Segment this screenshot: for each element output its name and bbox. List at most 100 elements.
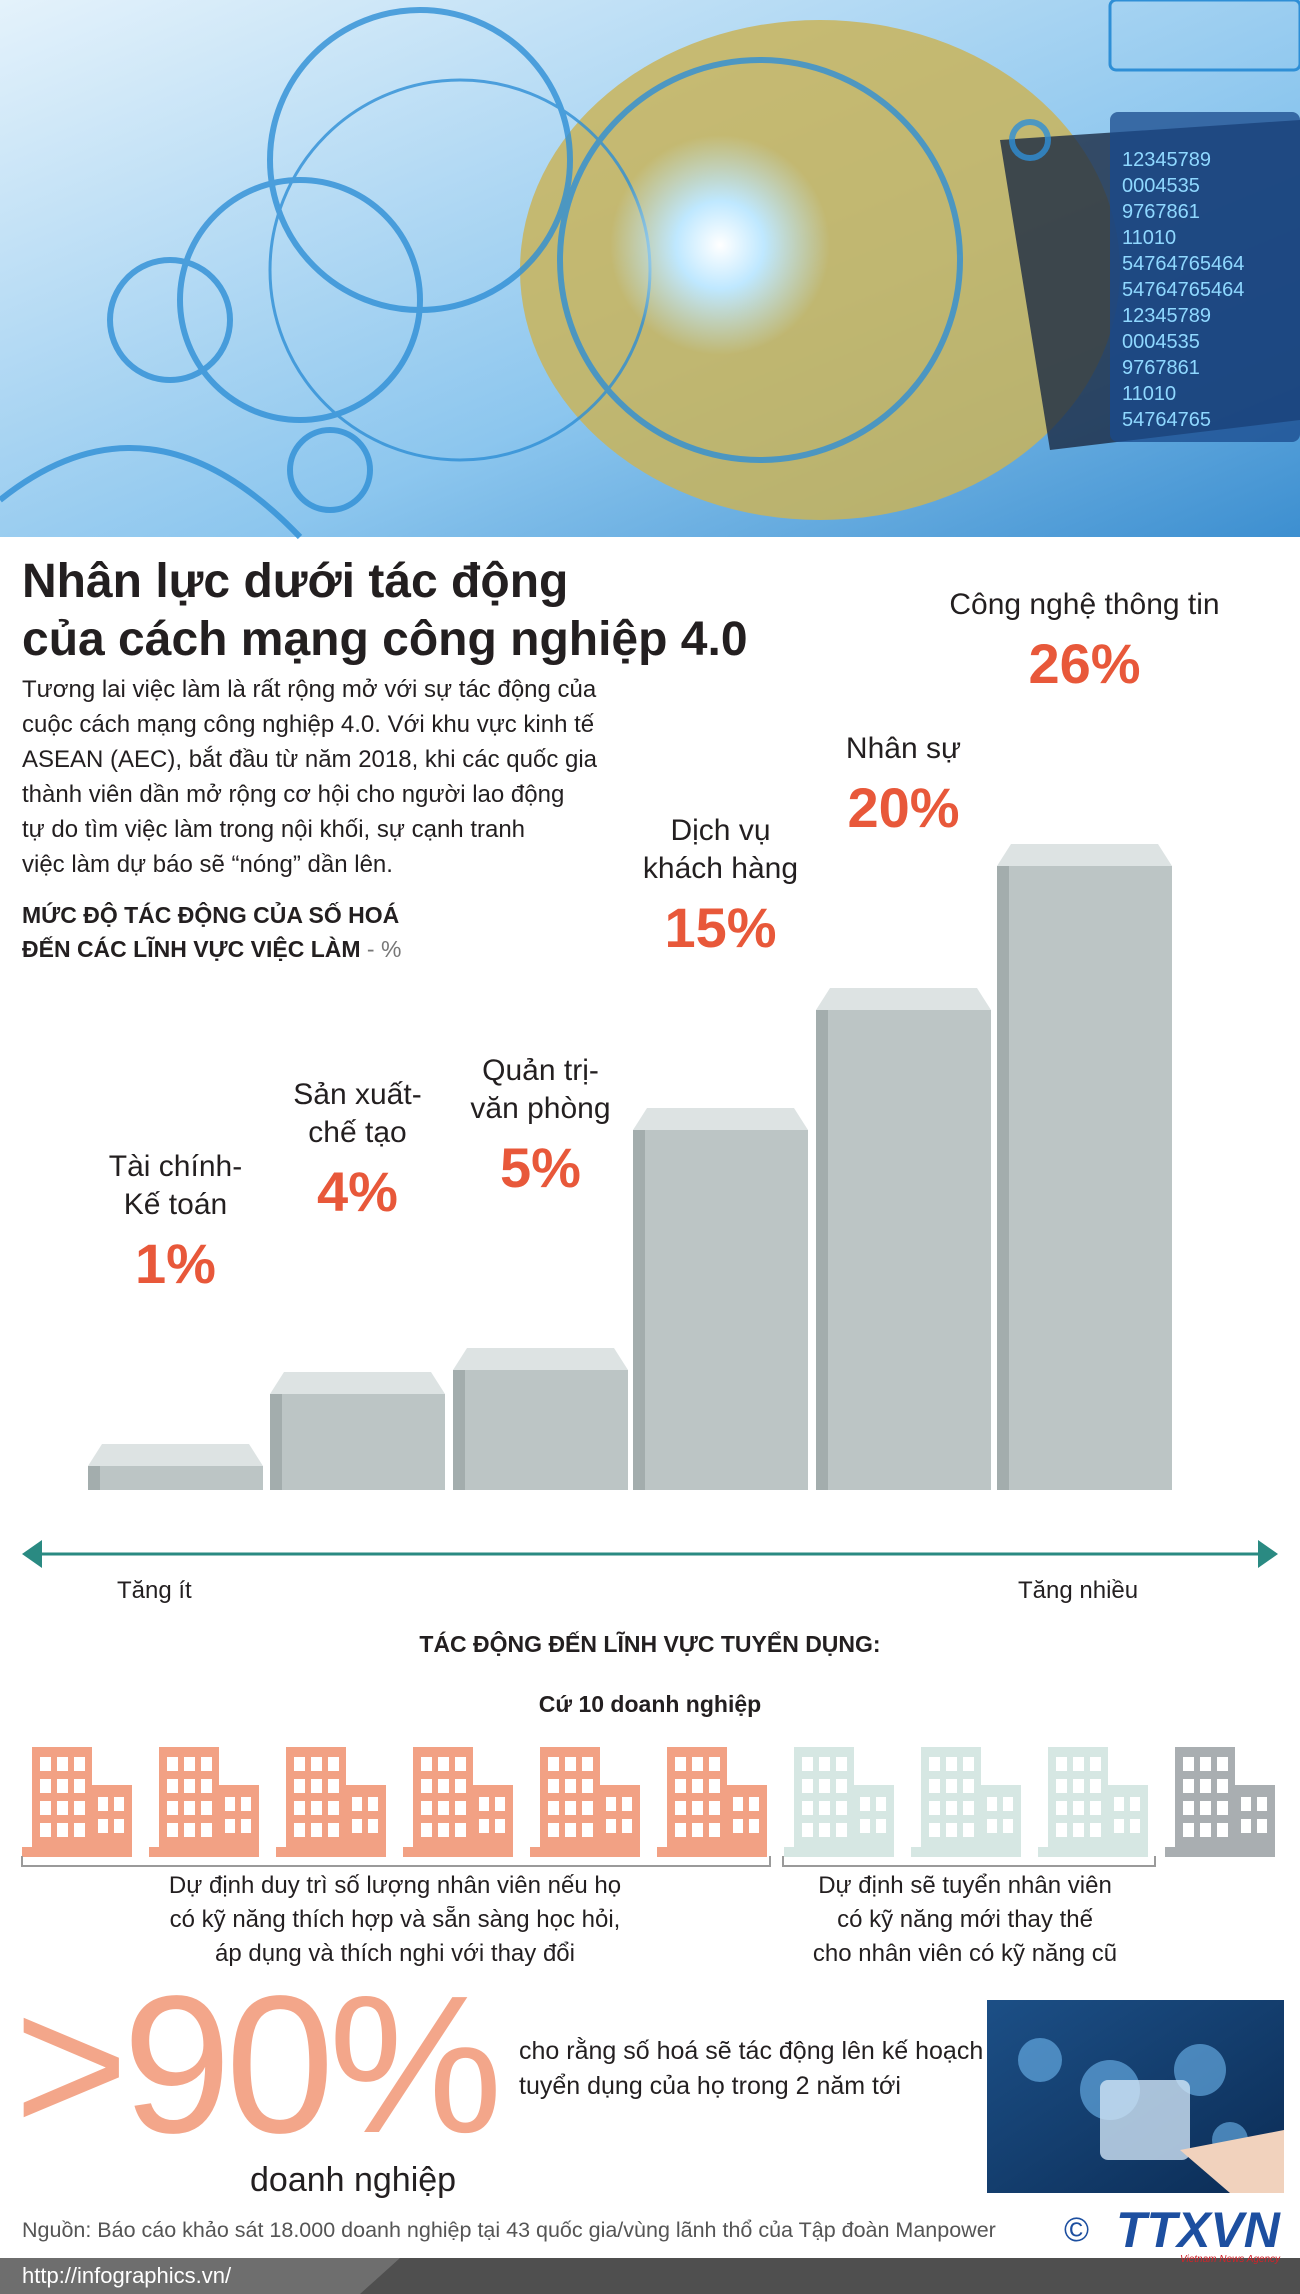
stat-text: cho rằng số hoá sẽ tác động lên kế hoạch… [519, 2037, 984, 2100]
bar [997, 844, 1172, 1490]
panel-number: 0004535 [1122, 331, 1200, 353]
panel-number: 11010 [1122, 227, 1177, 249]
building-icon [911, 1747, 1021, 1857]
window [692, 1757, 703, 1771]
window [167, 1779, 178, 1793]
bar [88, 1444, 263, 1490]
section-title: TÁC ĐỘNG ĐẾN LĨNH VỰC TUYỂN DỤNG: [419, 1631, 881, 1657]
window [438, 1801, 449, 1815]
chart-title: MỨC ĐỘ TÁC ĐỘNG CỦA SỐ HOÁ ĐẾN CÁC LĨNH … [22, 898, 401, 966]
panel-number: 11010 [1122, 383, 1177, 405]
value-label: 26% [1028, 632, 1141, 695]
bar-side [997, 866, 1009, 1490]
panel-number: 54764765 [1122, 409, 1211, 431]
building [469, 1785, 513, 1855]
building [88, 1785, 132, 1855]
window [565, 1801, 576, 1815]
window [802, 1823, 813, 1837]
window [311, 1823, 322, 1837]
window [40, 1801, 51, 1815]
arrow-head [1258, 1540, 1278, 1568]
building-icon [403, 1747, 513, 1857]
building [215, 1785, 259, 1855]
building [596, 1785, 640, 1855]
category-label: Sản xuất- chế tạo [293, 1078, 422, 1149]
window [184, 1823, 195, 1837]
tech-circles [0, 7, 1051, 540]
window [565, 1779, 576, 1793]
window [1200, 1823, 1211, 1837]
intro-line: ASEAN (AEC), bắt đầu từ năm 2018, khi cá… [22, 746, 598, 773]
logo: TTXVN [1116, 2202, 1280, 2258]
window [294, 1823, 305, 1837]
window [201, 1801, 212, 1815]
window [963, 1823, 974, 1837]
ground [22, 1847, 132, 1857]
window [114, 1819, 124, 1833]
arrow-head [22, 1540, 42, 1568]
window [1200, 1757, 1211, 1771]
window [352, 1797, 362, 1811]
window [963, 1801, 974, 1815]
group-text: Dự định duy trì số lượng nhân viên nếu h… [168, 1872, 622, 1967]
window [860, 1819, 870, 1833]
window [819, 1823, 830, 1837]
building [1104, 1785, 1148, 1855]
window [692, 1779, 703, 1793]
window [1183, 1801, 1194, 1815]
window [368, 1797, 378, 1811]
category-label: Nhân sự [845, 732, 962, 765]
window [548, 1823, 559, 1837]
panel-number: 12345789 [1122, 305, 1211, 327]
bar-side [270, 1394, 282, 1490]
building-icon [530, 1747, 640, 1857]
window [836, 1801, 847, 1815]
window [201, 1779, 212, 1793]
window [1056, 1823, 1067, 1837]
title-line: của cách mạng công nghiệp 4.0 [22, 613, 748, 666]
bar-front [88, 1466, 263, 1490]
window [565, 1757, 576, 1771]
window [455, 1823, 466, 1837]
window [836, 1823, 847, 1837]
value-label: 5% [500, 1136, 581, 1199]
window [294, 1757, 305, 1771]
window [860, 1797, 870, 1811]
window [675, 1823, 686, 1837]
window [479, 1797, 489, 1811]
panel-number: 9767861 [1122, 201, 1200, 223]
window [1241, 1797, 1251, 1811]
window [802, 1779, 813, 1793]
bar-front [816, 1010, 991, 1490]
window [963, 1757, 974, 1771]
window [876, 1797, 886, 1811]
ground [784, 1847, 894, 1857]
window [819, 1757, 830, 1771]
unit: - % [366, 936, 402, 962]
window [57, 1801, 68, 1815]
window [1114, 1797, 1124, 1811]
bar-top [816, 988, 991, 1010]
building [850, 1785, 894, 1855]
url: http://infographics.vn/ [22, 2263, 232, 2288]
window [582, 1801, 593, 1815]
window [709, 1757, 720, 1771]
axis-label-low: Tăng ít [117, 1577, 192, 1604]
building-icon [276, 1747, 386, 1857]
category-label: Quản trị- văn phòng [470, 1054, 611, 1125]
bar-side [633, 1130, 645, 1490]
building-icon [657, 1747, 767, 1857]
window [421, 1823, 432, 1837]
window [40, 1779, 51, 1793]
intro-line: cuộc cách mạng công nghiệp 4.0. Với khu … [22, 711, 595, 738]
category-label: Công nghệ thông tin [949, 588, 1220, 621]
window [548, 1779, 559, 1793]
window [241, 1819, 251, 1833]
window [495, 1797, 505, 1811]
building-icon [1165, 1747, 1275, 1857]
bar-front [270, 1394, 445, 1490]
window [1217, 1801, 1228, 1815]
source: Nguồn: Báo cáo khảo sát 18.000 doanh ngh… [22, 2218, 996, 2242]
building-icon [22, 1747, 132, 1857]
